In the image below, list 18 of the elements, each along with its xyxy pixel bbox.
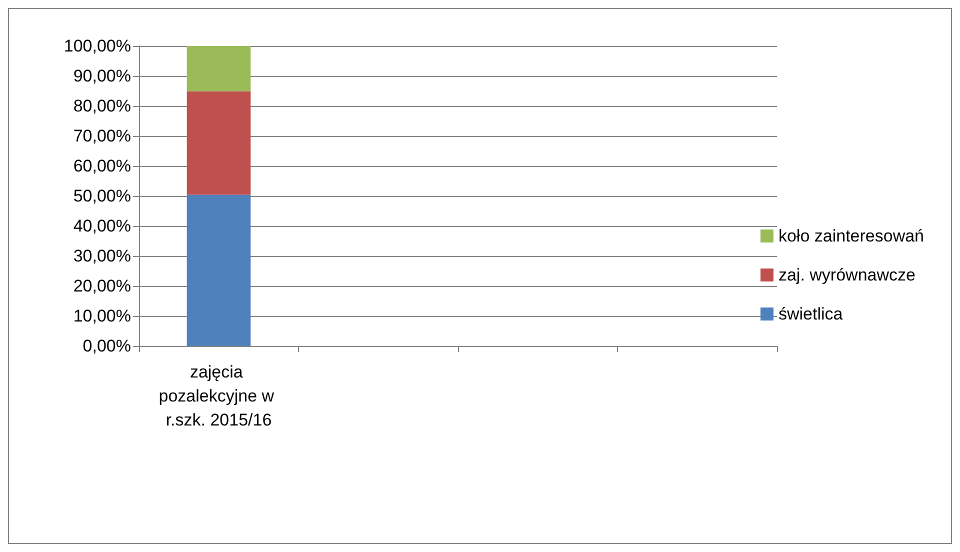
- y-tick-label: 60,00%: [73, 156, 131, 176]
- y-tick-label: 10,00%: [73, 306, 131, 326]
- y-tick-label: 0,00%: [82, 336, 131, 356]
- y-tick-label: 40,00%: [73, 216, 131, 236]
- legend-label: koło zainteresowań: [778, 226, 924, 246]
- bar: [186, 46, 251, 92]
- y-tick-label: 90,00%: [73, 66, 131, 86]
- bar: [186, 91, 251, 195]
- y-tick-label: 70,00%: [73, 126, 131, 146]
- y-tick-label: 80,00%: [73, 96, 131, 116]
- y-tick-label: 100,00%: [64, 36, 131, 56]
- x-tick-label: zajęcia pozalekcyjne w r.szk. 2015/16: [158, 362, 279, 430]
- legend-label: zaj. wyrównawcze: [778, 266, 916, 284]
- y-tick-label: 20,00%: [73, 276, 131, 296]
- y-tick-label: 50,00%: [73, 186, 131, 206]
- bar: [186, 194, 251, 346]
- y-tick-label: 30,00%: [73, 246, 131, 266]
- legend-label: świetlica: [778, 304, 844, 324]
